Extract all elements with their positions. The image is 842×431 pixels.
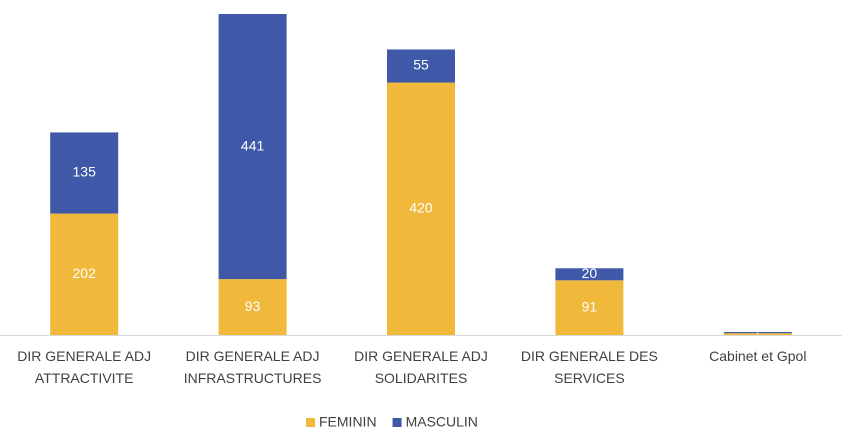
x-tick-label: DIR GENERALE ADJ ATTRACTIVITE bbox=[17, 348, 152, 386]
x-tick-label: DIR GENERALE ADJ SOLIDARITES bbox=[354, 348, 488, 386]
legend-swatch bbox=[392, 418, 402, 427]
legend-label: FEMININ bbox=[319, 414, 377, 430]
bar-segment bbox=[218, 279, 287, 335]
bar-segment bbox=[50, 132, 119, 214]
bar-segment bbox=[555, 268, 624, 281]
bar-segment bbox=[723, 333, 792, 335]
data-label: 20 bbox=[582, 265, 598, 281]
data-label: 202 bbox=[73, 265, 97, 281]
legend-swatch bbox=[306, 418, 315, 427]
bar-segment bbox=[555, 280, 624, 335]
data-label: 3 bbox=[756, 331, 759, 337]
x-tick-label: DIR GENERALE ADJ INFRASTRUCTURES bbox=[183, 348, 322, 386]
data-label: 91 bbox=[582, 298, 598, 314]
data-label: 135 bbox=[73, 164, 97, 180]
data-label: 441 bbox=[241, 137, 265, 153]
bar-segment bbox=[50, 213, 119, 335]
bar-segment bbox=[218, 14, 287, 280]
x-tick-label: DIR GENERALE DES SERVICES bbox=[520, 348, 658, 386]
data-label: 55 bbox=[413, 57, 429, 73]
bar-segment bbox=[723, 331, 792, 334]
data-label: 93 bbox=[245, 298, 261, 314]
bar-segment bbox=[387, 49, 455, 83]
data-label: 2 bbox=[756, 330, 759, 336]
legend-label: MASCULIN bbox=[406, 414, 478, 430]
bar-segment bbox=[387, 82, 455, 335]
x-tick-label: Cabinet et Gpol bbox=[709, 348, 807, 364]
data-label: 420 bbox=[409, 199, 433, 215]
